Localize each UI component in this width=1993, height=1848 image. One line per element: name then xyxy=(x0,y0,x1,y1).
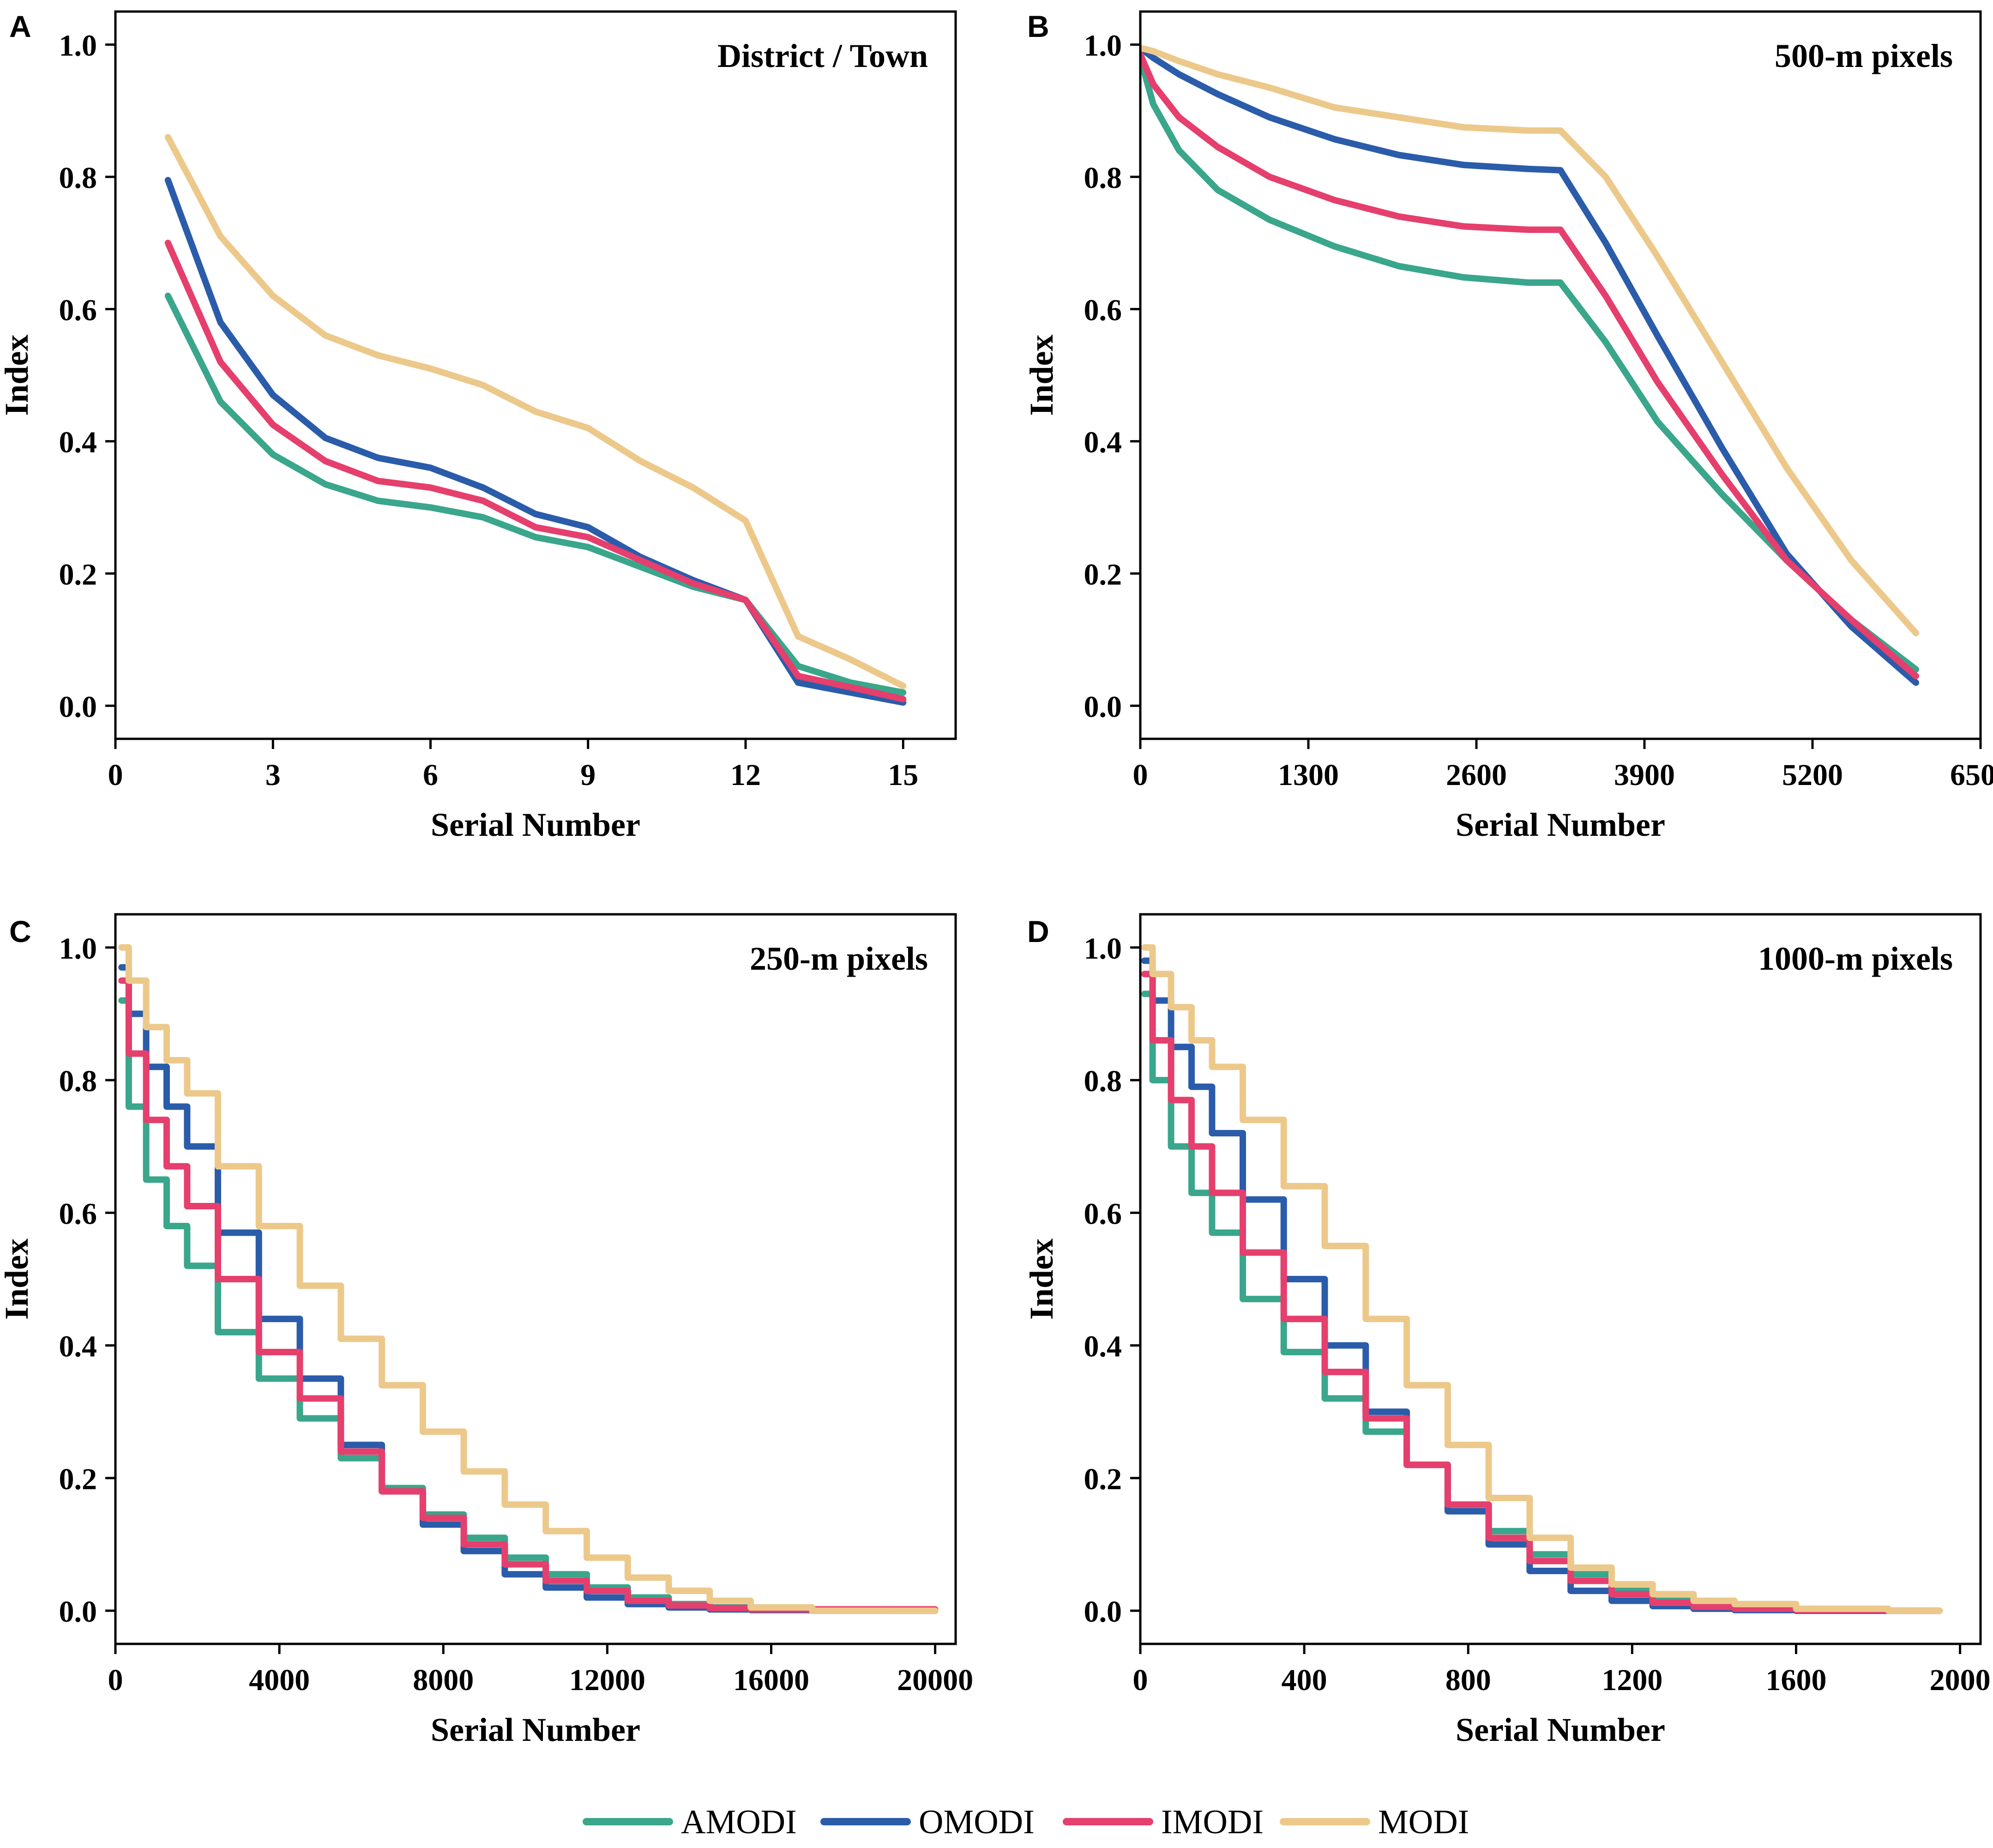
plot-frame xyxy=(1139,913,1982,1645)
series-line-modi xyxy=(1141,944,1943,1614)
x-tick-label: 16000 xyxy=(733,1663,809,1697)
y-tick-label: 0.4 xyxy=(1084,1330,1122,1364)
panel-a: A 0 3 6 9 12 15 0.0 0.2 0.4 0.6 0.8 1.0 Serial Number… xyxy=(0,9,957,843)
panel-letter: A xyxy=(9,9,31,43)
y-tick-label: 0.4 xyxy=(59,426,97,459)
series-lines xyxy=(164,134,907,706)
x-tick-label: 0 xyxy=(1133,758,1148,792)
x-axis-title: Serial Number xyxy=(1456,806,1665,843)
x-axis-title: Serial Number xyxy=(431,806,640,843)
panel-title: District / Town xyxy=(717,37,928,74)
x-tick-label: 3 xyxy=(265,758,281,792)
y-tick-label: 1.0 xyxy=(59,932,97,966)
panel-letter: D xyxy=(1027,914,1049,948)
panel-title: 500-m pixels xyxy=(1775,37,1953,74)
y-tick-label: 0.4 xyxy=(59,1330,97,1364)
series-lines xyxy=(1141,944,1943,1614)
x-tick-label: 4000 xyxy=(249,1663,310,1697)
y-tick-label: 0.8 xyxy=(59,161,97,195)
y-tick-label: 0.8 xyxy=(1084,1064,1122,1098)
y-tick-label: 0.2 xyxy=(1084,1462,1122,1496)
y-tick-label: 0.6 xyxy=(1084,293,1122,327)
series-line-imodi xyxy=(164,240,907,703)
legend-label: IMODI xyxy=(1161,1803,1264,1841)
x-tick-label: 2600 xyxy=(1446,758,1507,792)
series-line-imodi xyxy=(1140,51,1919,679)
x-tick-label: 1300 xyxy=(1278,758,1339,792)
x-tick-label: 3900 xyxy=(1614,758,1675,792)
y-tick-label: 0.8 xyxy=(59,1064,97,1098)
y-tick-label: 0.4 xyxy=(1084,426,1122,459)
panel-d: D 0 400 800 1200 1600 2000 0.0 0.2 0.4 0.6 0.8 1.0 Se… xyxy=(1023,913,1991,1748)
legend-item-modi: MODI xyxy=(1280,1803,1469,1841)
plot-frame xyxy=(114,10,957,740)
series-line-imodi xyxy=(118,977,939,1613)
y-tick-label: 0.2 xyxy=(59,558,97,592)
legend-label: MODI xyxy=(1378,1803,1469,1841)
series-line-modi xyxy=(164,134,907,689)
legend-item-amodi: AMODI xyxy=(583,1803,797,1841)
x-axis-title: Serial Number xyxy=(431,1711,640,1748)
y-axis-title: Index xyxy=(0,1238,35,1320)
panel-letter: B xyxy=(1027,9,1049,43)
y-tick-label: 0.0 xyxy=(59,1595,97,1629)
legend-item-omodi: OMODI xyxy=(820,1803,1035,1841)
y-tick-label: 1.0 xyxy=(59,29,97,63)
series-line-modi xyxy=(1140,44,1919,636)
y-axis-title: Index xyxy=(1023,1238,1060,1320)
y-tick-label: 0.0 xyxy=(1084,690,1122,724)
x-tick-label: 5200 xyxy=(1782,758,1843,792)
y-tick-label: 1.0 xyxy=(1084,932,1122,966)
plot-frame xyxy=(1139,10,1982,740)
x-tick-label: 800 xyxy=(1445,1663,1491,1697)
x-tick-label: 1200 xyxy=(1602,1663,1662,1697)
x-tick-label: 2000 xyxy=(1930,1663,1991,1697)
x-tick-label: 12000 xyxy=(569,1663,645,1697)
y-tick-label: 0.0 xyxy=(59,690,97,724)
x-tick-label: 20000 xyxy=(897,1663,973,1697)
y-axis-title: Index xyxy=(0,334,35,416)
panel-title: 1000-m pixels xyxy=(1758,940,1953,977)
x-axis-title: Serial Number xyxy=(1456,1711,1665,1748)
y-tick-label: 0.6 xyxy=(59,293,97,327)
panel-c: C 0 4000 8000 12000 16000 20000 0.0 0.2 0.4 0.6 0.8… xyxy=(0,913,973,1748)
y-tick-label: 1.0 xyxy=(1084,29,1122,63)
series-line-imodi xyxy=(1141,971,1943,1614)
legend-label: OMODI xyxy=(919,1803,1035,1841)
x-tick-label: 0 xyxy=(108,1663,123,1697)
panels: A 0 3 6 9 12 15 0.0 0.2 0.4 0.6 0.8 1.0 Serial Number… xyxy=(0,9,1993,1748)
plot-frame xyxy=(114,913,957,1645)
panel-letter: C xyxy=(9,914,31,948)
x-tick-label: 0 xyxy=(1133,1663,1148,1697)
y-tick-label: 0.8 xyxy=(1084,161,1122,195)
series-line-amodi xyxy=(1140,54,1919,673)
x-tick-label: 15 xyxy=(888,758,918,792)
x-tick-label: 6 xyxy=(423,758,438,792)
series-line-omodi xyxy=(1140,44,1919,686)
x-tick-label: 400 xyxy=(1282,1663,1327,1697)
x-tick-label: 12 xyxy=(730,758,761,792)
x-tick-label: 8000 xyxy=(413,1663,474,1697)
legend-item-imodi: IMODI xyxy=(1063,1803,1264,1841)
series-lines xyxy=(118,944,939,1614)
y-tick-label: 0.0 xyxy=(1084,1595,1122,1629)
series-line-modi xyxy=(118,944,939,1614)
y-tick-label: 0.6 xyxy=(59,1197,97,1231)
panel-title: 250-m pixels xyxy=(750,940,928,977)
y-axis-title: Index xyxy=(1023,334,1060,416)
y-tick-label: 0.2 xyxy=(59,1462,97,1496)
x-tick-label: 1600 xyxy=(1765,1663,1826,1697)
series-line-amodi xyxy=(164,292,907,696)
x-tick-label: 9 xyxy=(580,758,596,792)
y-tick-label: 0.2 xyxy=(1084,558,1122,592)
y-tick-label: 0.6 xyxy=(1084,1197,1122,1231)
series-lines xyxy=(1140,44,1919,686)
legend: AMODI OMODI IMODI MODI xyxy=(583,1803,1469,1841)
legend-label: AMODI xyxy=(681,1803,797,1841)
x-tick-label: 0 xyxy=(108,758,123,792)
